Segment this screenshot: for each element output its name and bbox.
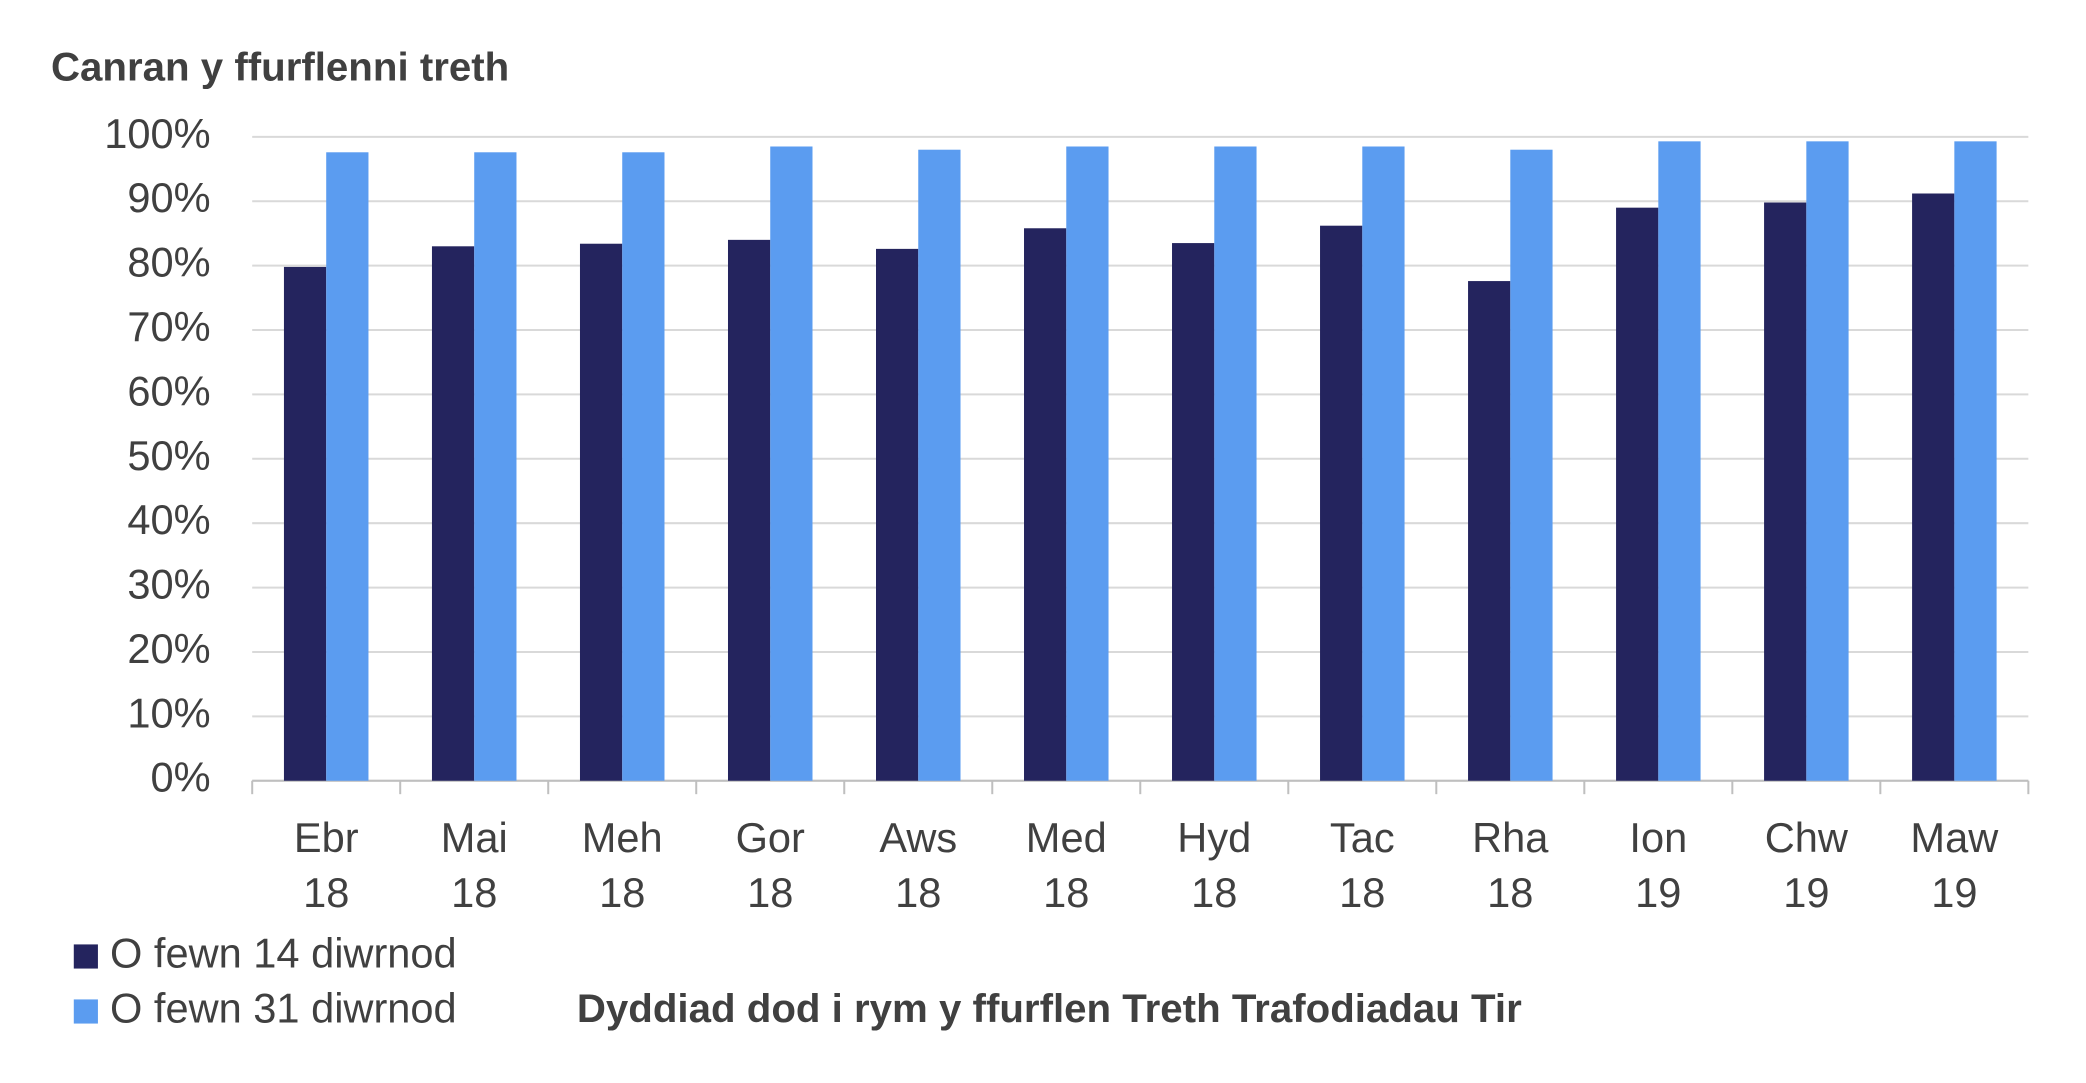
y-tick-label: 30% xyxy=(127,561,210,608)
x-tick-label: Maw 19 xyxy=(1910,814,1999,916)
bar xyxy=(1172,243,1215,781)
y-tick-label: 40% xyxy=(127,496,210,543)
bar xyxy=(622,152,665,781)
y-tick-label: 50% xyxy=(127,432,210,479)
legend-swatch xyxy=(73,999,98,1024)
bar xyxy=(1468,281,1511,781)
y-axis-title: Canran y ffurflenni treth xyxy=(51,44,509,89)
bar xyxy=(326,152,369,781)
bar xyxy=(770,146,813,781)
legend-label: O fewn 14 diwrnod xyxy=(110,929,457,976)
x-tick-label: Med 18 xyxy=(1026,814,1107,916)
bar xyxy=(875,248,919,781)
bar xyxy=(1954,141,1997,781)
chart-body: Canran y ffurflenni treth Dyddiad dod i … xyxy=(51,44,2030,1031)
x-tick-label: Aws 18 xyxy=(879,814,957,916)
y-tick-label: 20% xyxy=(127,625,210,672)
y-tick-label: 100% xyxy=(104,110,210,157)
bar xyxy=(1362,146,1405,781)
x-tick-label: Chw 19 xyxy=(1765,814,1849,916)
bar xyxy=(431,246,475,781)
x-tick-label: Hyd 18 xyxy=(1177,814,1251,916)
bar xyxy=(918,149,961,781)
y-tick-label: 90% xyxy=(127,174,210,221)
x-tick-label: Mai 18 xyxy=(441,814,508,916)
legend-swatch xyxy=(73,944,98,969)
x-tick-label: Meh 18 xyxy=(582,814,663,916)
bar xyxy=(1066,146,1109,781)
bar xyxy=(1024,228,1067,781)
bar xyxy=(1806,141,1849,781)
x-tick-label: Ion 19 xyxy=(1629,814,1687,916)
x-tick-label: Rha 18 xyxy=(1472,814,1549,916)
x-axis-title: Dyddiad dod i rym y ffurflen Treth Trafo… xyxy=(577,986,1522,1031)
bar xyxy=(1510,149,1553,781)
bar xyxy=(1764,202,1807,781)
bar xyxy=(579,243,623,781)
y-tick-label: 70% xyxy=(127,303,210,350)
x-tick-label: Gor 18 xyxy=(736,814,805,916)
bar xyxy=(283,266,327,781)
y-tick-label: 0% xyxy=(151,754,211,801)
bar xyxy=(727,239,771,781)
y-tick-label: 60% xyxy=(127,367,210,414)
bar xyxy=(1214,146,1257,781)
legend-label: O fewn 31 diwrnod xyxy=(110,984,457,1031)
bar xyxy=(1912,193,1955,781)
y-tick-label: 80% xyxy=(127,239,210,286)
bar xyxy=(1616,207,1659,781)
x-tick-label: Tac 18 xyxy=(1330,814,1395,916)
bar xyxy=(1658,141,1701,781)
x-tick-label: Ebr 18 xyxy=(294,814,359,916)
y-tick-label: 10% xyxy=(127,689,210,736)
bar xyxy=(1320,225,1363,781)
bar xyxy=(474,152,517,781)
